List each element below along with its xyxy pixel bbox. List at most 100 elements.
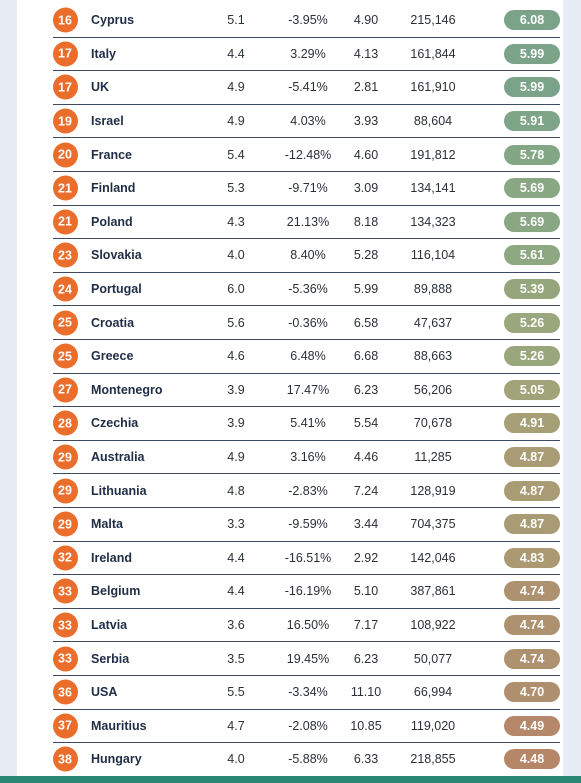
country-name: Latvia xyxy=(91,618,128,633)
country-name: Lithuania xyxy=(91,483,147,498)
rank-badge: 33 xyxy=(52,578,78,604)
value-col-1: 4.9 xyxy=(227,80,245,95)
table-row: 29 Malta 3.3 -9.59% 3.44 704,375 4.87 xyxy=(52,508,560,542)
rank-badge: 23 xyxy=(52,242,78,268)
country-name: Belgium xyxy=(91,584,141,599)
value-col-4: 142,046 xyxy=(410,550,456,565)
value-col-2: -2.83% xyxy=(288,483,328,498)
value-col-1: 4.4 xyxy=(227,46,245,61)
country-name: Mauritius xyxy=(91,718,147,733)
value-col-3: 5.99 xyxy=(353,282,379,297)
score-badge: 5.61 xyxy=(504,245,560,266)
score-badge: 4.74 xyxy=(504,581,560,602)
score-badge: 5.39 xyxy=(504,279,560,300)
country-name: Greece xyxy=(91,349,134,364)
rank-badge: 17 xyxy=(52,41,78,67)
footer-bar xyxy=(0,776,581,783)
score-badge: 4.87 xyxy=(504,514,560,535)
rank-badge: 32 xyxy=(52,545,78,571)
value-col-4: 88,663 xyxy=(413,349,453,364)
value-col-3: 11.10 xyxy=(350,685,382,700)
country-name: Serbia xyxy=(91,651,130,666)
rank-badge: 37 xyxy=(52,713,78,739)
score-badge: 4.74 xyxy=(504,648,560,669)
rank-badge: 29 xyxy=(52,444,78,470)
score-badge: 5.99 xyxy=(504,43,560,64)
rank-badge: 20 xyxy=(52,142,78,168)
country-name: USA xyxy=(91,685,118,700)
value-col-4: 50,077 xyxy=(413,651,453,666)
value-col-3: 6.58 xyxy=(353,315,379,330)
value-col-4: 191,812 xyxy=(410,147,456,162)
value-col-2: -9.59% xyxy=(288,517,328,532)
value-col-4: 88,604 xyxy=(413,114,453,129)
table-row: 21 Finland 5.3 -9.71% 3.09 134,141 5.69 xyxy=(52,172,560,206)
rank-badge: 36 xyxy=(52,679,78,705)
table-row: 32 Ireland 4.4 -16.51% 2.92 142,046 4.83 xyxy=(52,542,560,576)
rank-badge: 24 xyxy=(52,276,78,302)
value-col-2: -5.36% xyxy=(288,282,328,297)
score-badge: 5.26 xyxy=(504,312,560,333)
value-col-3: 5.10 xyxy=(353,584,379,599)
value-col-2: 17.47% xyxy=(286,382,330,397)
value-col-1: 3.9 xyxy=(227,382,245,397)
value-col-2: 21.13% xyxy=(286,214,330,229)
value-col-1: 3.5 xyxy=(227,651,245,666)
score-badge: 4.70 xyxy=(504,682,560,703)
value-col-2: 19.45% xyxy=(286,651,330,666)
country-name: Slovakia xyxy=(91,248,142,263)
table-row: 36 USA 5.5 -3.34% 11.10 66,994 4.70 xyxy=(52,676,560,710)
value-col-4: 116,104 xyxy=(410,248,456,263)
value-col-4: 66,994 xyxy=(413,685,453,700)
rank-badge: 19 xyxy=(52,108,78,134)
table-row: 17 UK 4.9 -5.41% 2.81 161,910 5.99 xyxy=(52,71,560,105)
table-row: 23 Slovakia 4.0 8.40% 5.28 116,104 5.61 xyxy=(52,239,560,273)
rank-badge: 25 xyxy=(52,343,78,369)
value-col-1: 6.0 xyxy=(227,282,245,297)
value-col-4: 134,323 xyxy=(410,214,456,229)
value-col-1: 5.3 xyxy=(227,181,245,196)
value-col-3: 10.85 xyxy=(350,718,382,733)
value-col-1: 5.6 xyxy=(227,315,245,330)
value-col-3: 6.68 xyxy=(353,349,379,364)
rank-badge: 17 xyxy=(52,74,78,100)
value-col-1: 3.6 xyxy=(227,618,245,633)
country-name: Italy xyxy=(91,46,117,61)
country-name: Montenegro xyxy=(91,382,163,397)
table-row: 38 Hungary 4.0 -5.88% 6.33 218,855 4.48 xyxy=(52,743,560,777)
rank-badge: 38 xyxy=(52,746,78,772)
value-col-3: 6.23 xyxy=(353,382,379,397)
rank-badge: 21 xyxy=(52,175,78,201)
rank-badge: 25 xyxy=(52,310,78,336)
score-badge: 5.69 xyxy=(504,211,560,232)
value-col-3: 4.60 xyxy=(353,147,379,162)
table-row: 29 Lithuania 4.8 -2.83% 7.24 128,919 4.8… xyxy=(52,474,560,508)
value-col-4: 56,206 xyxy=(413,382,453,397)
table-row: 25 Croatia 5.6 -0.36% 6.58 47,637 5.26 xyxy=(52,306,560,340)
value-col-2: 4.03% xyxy=(290,114,326,129)
country-name: Malta xyxy=(91,517,123,532)
value-col-1: 4.9 xyxy=(227,114,245,129)
value-col-3: 5.28 xyxy=(353,248,379,263)
rank-badge: 28 xyxy=(52,410,78,436)
value-col-2: 8.40% xyxy=(290,248,326,263)
value-col-4: 215,146 xyxy=(410,13,456,28)
value-col-4: 218,855 xyxy=(410,752,456,767)
value-col-2: -2.08% xyxy=(288,718,328,733)
value-col-3: 2.92 xyxy=(353,550,379,565)
value-col-1: 5.5 xyxy=(227,685,245,700)
table-row: 17 Italy 4.4 3.29% 4.13 161,844 5.99 xyxy=(52,38,560,72)
table-row: 29 Australia 4.9 3.16% 4.46 11,285 4.87 xyxy=(52,441,560,475)
rank-badge: 29 xyxy=(52,478,78,504)
rank-badge: 33 xyxy=(52,646,78,672)
value-col-1: 4.4 xyxy=(227,550,245,565)
country-name: Croatia xyxy=(91,315,135,330)
score-badge: 5.91 xyxy=(504,111,560,132)
value-col-2: 3.29% xyxy=(290,46,326,61)
table-row: 21 Poland 4.3 21.13% 8.18 134,323 5.69 xyxy=(52,206,560,240)
value-col-2: 6.48% xyxy=(290,349,326,364)
rank-badge: 21 xyxy=(52,209,78,235)
country-name: UK xyxy=(91,80,110,95)
value-col-3: 3.09 xyxy=(353,181,379,196)
value-col-1: 3.3 xyxy=(227,517,245,532)
